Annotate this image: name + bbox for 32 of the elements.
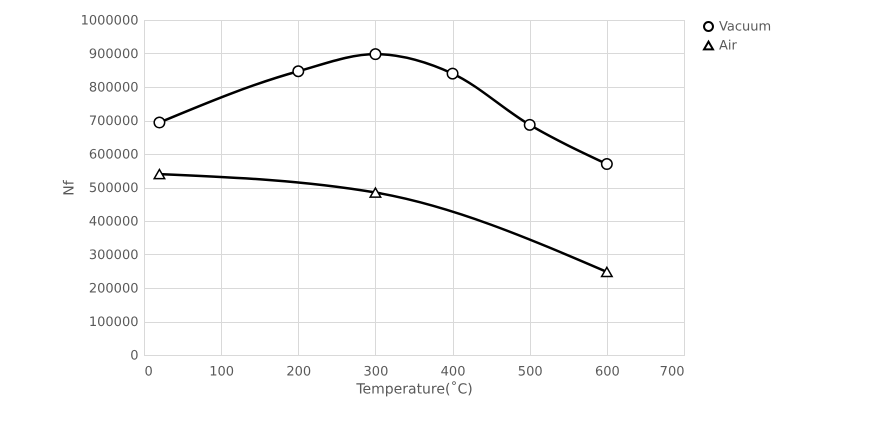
y-tick-label: 200000 xyxy=(88,282,138,296)
point xyxy=(153,168,166,180)
y-tick-label: 1000000 xyxy=(80,14,138,28)
x-axis-title: Temperature(˚C) xyxy=(355,380,473,398)
point xyxy=(153,116,166,128)
y-tick-label: 100000 xyxy=(88,315,138,330)
legend-label: Air xyxy=(719,38,738,54)
y-axis-title: Nf xyxy=(62,179,78,196)
y-tick-label: 0 xyxy=(130,348,138,364)
point xyxy=(600,158,613,170)
y-tick-label: 500000 xyxy=(88,181,138,196)
point xyxy=(369,48,382,60)
y-tick-label: 800000 xyxy=(88,80,138,96)
y-tick-label: 300000 xyxy=(88,248,138,263)
y-tick-label: 400000 xyxy=(88,214,138,230)
legend-label: Vacuum xyxy=(719,20,772,34)
point xyxy=(292,65,304,78)
point xyxy=(524,118,536,131)
point xyxy=(446,68,459,80)
x-tick-label: 400 xyxy=(440,364,466,380)
x-tick-label: 700 xyxy=(660,364,684,380)
y-tick-label: 900000 xyxy=(88,47,138,62)
x-tick-label: 600 xyxy=(594,364,620,380)
x-tick-label: 300 xyxy=(364,364,388,380)
x-tick-label: 0 xyxy=(144,364,153,380)
y-tick-label: 700000 xyxy=(88,114,138,129)
point xyxy=(369,187,382,198)
y-tick-label: 600000 xyxy=(88,148,138,162)
x-tick-label: 100 xyxy=(209,364,234,380)
x-tick-label: 200 xyxy=(286,364,312,380)
x-tick-label: 500 xyxy=(518,364,543,380)
point xyxy=(600,266,613,278)
